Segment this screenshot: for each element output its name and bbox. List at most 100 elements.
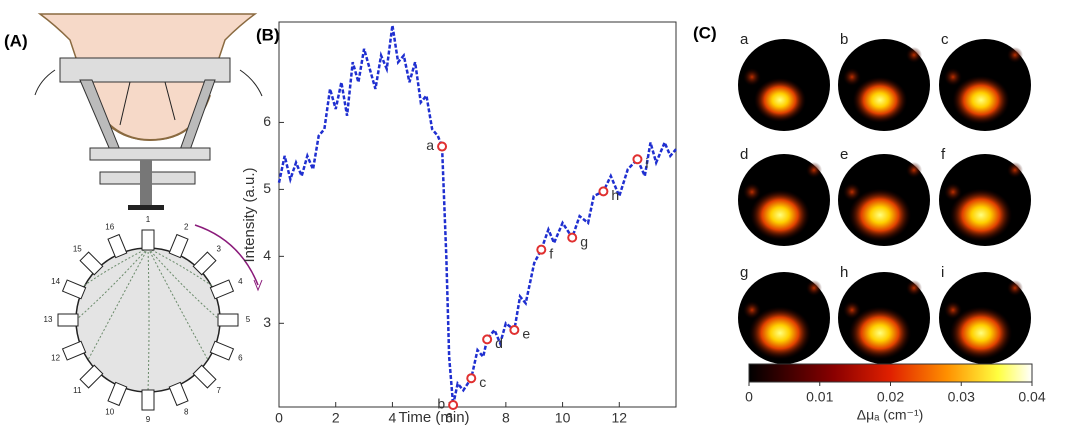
probe-label: 16 bbox=[105, 223, 114, 232]
marker-label: e bbox=[522, 326, 530, 342]
x-axis-label: Time (min) bbox=[398, 409, 469, 426]
probe bbox=[192, 364, 217, 389]
image-label: f bbox=[941, 146, 946, 163]
image-label: d bbox=[740, 146, 748, 163]
x-tick-label: 6 bbox=[445, 410, 453, 426]
probe-label: 5 bbox=[246, 315, 251, 324]
y-tick-label: 4 bbox=[263, 247, 271, 263]
probe-label: 8 bbox=[184, 407, 189, 416]
marker bbox=[567, 232, 578, 243]
marker-label: g bbox=[580, 233, 588, 249]
probe-label: 7 bbox=[216, 386, 221, 395]
x-tick-label: 4 bbox=[389, 410, 397, 426]
probe bbox=[168, 381, 189, 407]
probe bbox=[57, 313, 79, 327]
y-tick-label: 5 bbox=[263, 180, 271, 196]
marker bbox=[632, 154, 643, 165]
colorbar-tick-label: 0.03 bbox=[948, 389, 975, 405]
marker-label: a bbox=[426, 137, 434, 153]
activation bbox=[852, 76, 908, 124]
activation bbox=[848, 306, 912, 360]
panel-label: (B) bbox=[256, 25, 280, 44]
spot bbox=[944, 68, 962, 86]
image-label: a bbox=[740, 31, 749, 48]
activation bbox=[949, 306, 1013, 360]
activation bbox=[750, 189, 810, 241]
probe-label: 1 bbox=[146, 215, 151, 224]
plot-frame bbox=[278, 21, 677, 408]
y-tick-label: 3 bbox=[263, 314, 271, 330]
spot bbox=[843, 183, 861, 201]
y-tick-label: 6 bbox=[263, 113, 271, 129]
probe bbox=[107, 381, 128, 407]
probe-label: 4 bbox=[238, 277, 243, 286]
spot bbox=[843, 68, 861, 86]
spot bbox=[906, 162, 922, 178]
activation bbox=[754, 78, 806, 122]
marker-label: c bbox=[479, 374, 486, 390]
image-label: h bbox=[840, 264, 848, 281]
colorbar-tick-label: 0 bbox=[745, 389, 753, 405]
colorbar-tick-label: 0.02 bbox=[877, 389, 904, 405]
marker-label: d bbox=[495, 335, 503, 351]
probe bbox=[141, 229, 155, 251]
spot bbox=[1007, 162, 1023, 178]
marker bbox=[598, 186, 609, 197]
spot bbox=[906, 47, 922, 63]
apparatus bbox=[34, 13, 263, 393]
probe-label: 6 bbox=[238, 353, 243, 362]
image-label: i bbox=[941, 264, 944, 281]
activation bbox=[949, 188, 1013, 242]
activation bbox=[848, 188, 912, 242]
spot bbox=[806, 162, 822, 178]
marker-label: i bbox=[645, 155, 648, 171]
marker-label: h bbox=[611, 187, 619, 203]
panel-label: (A) bbox=[4, 31, 28, 50]
marker bbox=[466, 373, 477, 384]
x-tick-label: 8 bbox=[502, 410, 510, 426]
colorbar-label: Δμₐ (cm⁻¹) bbox=[857, 407, 924, 423]
probe bbox=[107, 233, 128, 259]
image-label: b bbox=[840, 31, 848, 48]
probe bbox=[61, 279, 87, 300]
activation bbox=[952, 75, 1010, 125]
spot bbox=[906, 280, 922, 296]
probe-label: 2 bbox=[184, 223, 189, 232]
probe bbox=[209, 340, 235, 361]
marker bbox=[437, 141, 448, 152]
x-tick-label: 12 bbox=[611, 410, 627, 426]
probe-label: 11 bbox=[73, 386, 82, 395]
colorbar-tick-label: 0.01 bbox=[806, 389, 833, 405]
probe bbox=[192, 251, 217, 276]
probe bbox=[141, 389, 155, 411]
x-tick-label: 2 bbox=[332, 410, 340, 426]
probe bbox=[217, 313, 239, 327]
probe-label: 15 bbox=[73, 244, 82, 253]
spot bbox=[1007, 47, 1023, 63]
spot bbox=[743, 183, 761, 201]
probe bbox=[61, 340, 87, 361]
x-tick-label: 10 bbox=[555, 410, 571, 426]
marker-label: f bbox=[549, 245, 553, 261]
marker bbox=[536, 244, 547, 255]
probe bbox=[209, 279, 235, 300]
spot bbox=[743, 301, 761, 319]
image-label: e bbox=[840, 146, 848, 163]
x-tick-label: 0 bbox=[275, 410, 283, 426]
activation bbox=[748, 306, 812, 360]
y-axis-label: Intensity (a.u.) bbox=[241, 167, 258, 262]
probe-label: 9 bbox=[146, 415, 151, 424]
marker bbox=[482, 334, 493, 345]
colorbar bbox=[748, 363, 1033, 383]
probe bbox=[168, 233, 189, 259]
spot bbox=[944, 301, 962, 319]
marker-label: b bbox=[437, 396, 445, 412]
probe-label: 14 bbox=[51, 277, 60, 286]
marker bbox=[448, 399, 459, 410]
image-label: g bbox=[740, 264, 748, 281]
probe bbox=[79, 364, 104, 389]
panel-label: (C) bbox=[693, 23, 717, 42]
spot bbox=[843, 301, 861, 319]
data-line bbox=[277, 25, 677, 406]
